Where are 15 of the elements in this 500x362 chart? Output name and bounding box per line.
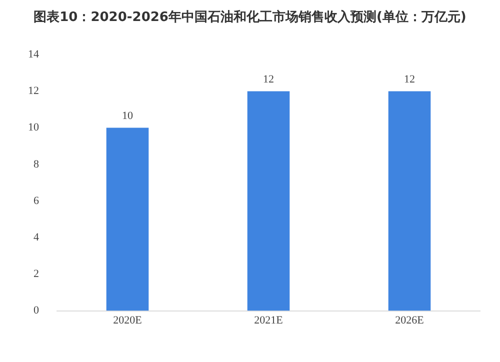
x-tick-label: 2021E [254, 314, 284, 326]
data-label: 12 [404, 74, 415, 86]
x-tick-label: 2026E [395, 314, 424, 326]
y-tick-label: 12 [28, 85, 39, 98]
data-label: 10 [122, 110, 134, 122]
y-tick-label: 0 [34, 304, 40, 317]
x-tick-label: 2020E [113, 314, 142, 326]
y-tick-label: 14 [28, 48, 40, 60]
y-tick-label: 6 [34, 194, 40, 207]
y-tick-label: 8 [34, 158, 40, 170]
y-tick-label: 10 [28, 122, 40, 134]
y-tick-label: 2 [34, 268, 39, 280]
y-tick-label: 4 [34, 231, 40, 244]
chart-title: 图表10：2020-2026年中国石油和化工市场销售收入预测(单位：万亿元) [32, 8, 468, 27]
data-label: 12 [263, 74, 274, 86]
